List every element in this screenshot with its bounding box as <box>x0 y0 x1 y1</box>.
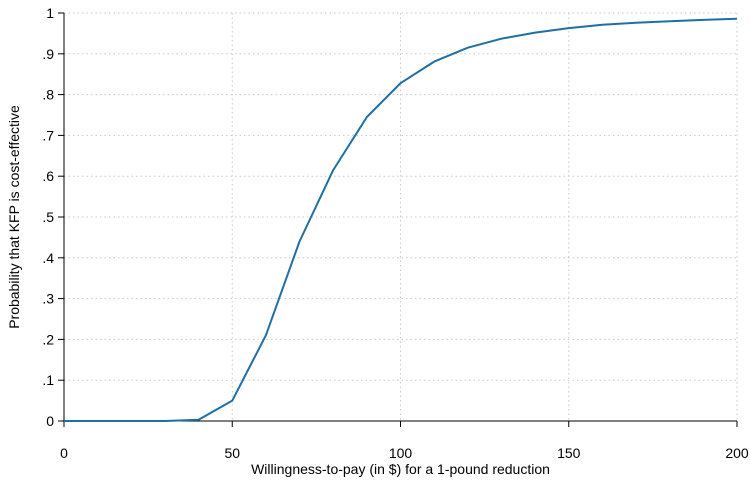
x-tick-label: 50 <box>224 445 240 461</box>
x-axis-title: Willingness-to-pay (in $) for a 1-pound … <box>251 461 550 477</box>
y-tick-label: 1 <box>46 5 54 21</box>
y-tick-label: .7 <box>42 127 54 143</box>
y-tick-label: .6 <box>42 168 54 184</box>
x-tick-label: 150 <box>557 445 581 461</box>
y-tick-label: 0 <box>46 413 54 429</box>
y-tick-label: .9 <box>42 46 54 62</box>
series-layer <box>64 17 738 422</box>
grid <box>64 12 738 421</box>
series-line <box>64 17 738 422</box>
y-tick-label: .3 <box>42 291 54 307</box>
y-tick-label: .8 <box>42 87 54 103</box>
y-tick-label: .5 <box>42 209 54 225</box>
y-tick-label: .1 <box>42 372 54 388</box>
x-tick-label: 100 <box>389 445 413 461</box>
y-axis-title: Probability that KFP is cost-effective <box>6 105 22 329</box>
tick-labels: 0 .1 .2 .3 .4 .5 .6 .7 .8 .9 1 0 50 100 150 200 <box>42 5 749 461</box>
y-tick-label: .4 <box>42 250 54 266</box>
axes <box>58 12 738 427</box>
x-tick-label: 200 <box>725 445 749 461</box>
y-tick-label: .2 <box>42 331 54 347</box>
x-tick-label: 0 <box>60 445 68 461</box>
